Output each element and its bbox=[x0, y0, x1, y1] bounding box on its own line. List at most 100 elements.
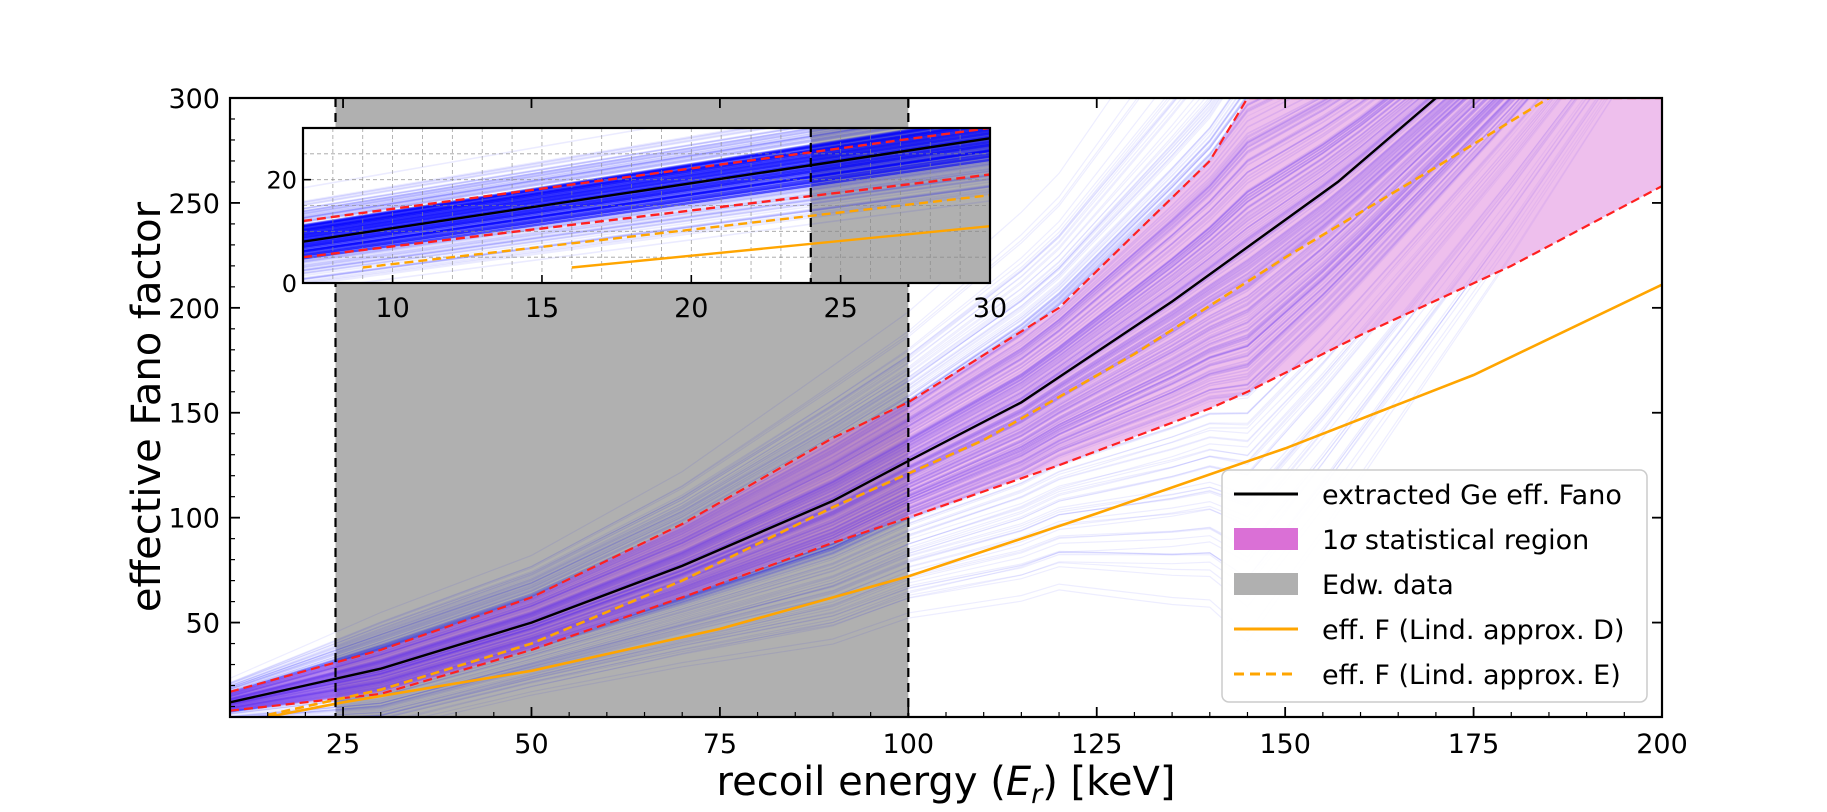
mc-curve bbox=[230, 98, 1545, 714]
mc-curve bbox=[381, 98, 1607, 717]
mc-curve bbox=[230, 98, 1498, 710]
inset-frame bbox=[301, 126, 992, 285]
mc-curve bbox=[230, 98, 1389, 699]
mc-curve bbox=[230, 98, 1426, 702]
mc-curve bbox=[303, 133, 990, 241]
mc-curve bbox=[230, 98, 1490, 709]
mc-curve bbox=[230, 98, 1166, 685]
mc-curve bbox=[230, 98, 1218, 692]
mc-curve bbox=[401, 98, 1599, 717]
mc-curve bbox=[303, 128, 754, 204]
mc-curve bbox=[420, 98, 1613, 717]
legend-label: eff. F (Lind. approx. E) bbox=[1322, 660, 1621, 691]
mc-curve bbox=[303, 128, 990, 236]
mc-curve bbox=[303, 128, 990, 235]
mc-curve bbox=[230, 98, 1469, 706]
mc-curve bbox=[230, 98, 1422, 702]
mc-curve bbox=[230, 98, 1469, 706]
mc-curve bbox=[303, 128, 800, 210]
mc-curve bbox=[303, 149, 990, 253]
mc-curve bbox=[230, 98, 1487, 707]
mc-curve bbox=[230, 98, 1139, 684]
mc-curve bbox=[230, 98, 1141, 684]
mc-curve bbox=[230, 98, 1483, 708]
mc-curve bbox=[230, 98, 1478, 708]
mc-curve bbox=[303, 128, 837, 215]
legend-label: Edw. data bbox=[1322, 570, 1454, 601]
mc-curve bbox=[230, 98, 1391, 700]
mc-curve bbox=[230, 98, 1216, 690]
mc-curve bbox=[230, 98, 1355, 697]
mc-curve bbox=[230, 98, 1217, 688]
legend-item-sigma-band: 1σ statistical region bbox=[1234, 525, 1589, 556]
mc-curve bbox=[230, 98, 1525, 712]
mc-curve bbox=[230, 98, 1397, 701]
mc-curve bbox=[230, 98, 1345, 696]
mc-curve bbox=[230, 98, 1487, 709]
mc-curve bbox=[266, 98, 1592, 717]
mc-curve bbox=[230, 98, 1512, 710]
mc-curve bbox=[303, 143, 990, 248]
mc-curve bbox=[230, 98, 1294, 696]
mc-curve bbox=[303, 142, 990, 247]
mc-curve bbox=[230, 98, 1449, 705]
mc-curve bbox=[230, 98, 1513, 712]
mc-curve bbox=[230, 98, 1518, 711]
mc-curve bbox=[303, 149, 990, 253]
inset-x-tick-label: 25 bbox=[823, 293, 857, 324]
x-tick-label: 125 bbox=[1071, 729, 1123, 760]
mc-curve bbox=[303, 150, 990, 253]
mc-curve bbox=[303, 128, 838, 215]
mc-curve bbox=[230, 98, 1477, 708]
mc-curve bbox=[230, 98, 1342, 697]
mc-curve bbox=[230, 98, 1391, 700]
mc-curve bbox=[303, 128, 755, 204]
mc-curve bbox=[230, 98, 1517, 713]
mc-curve bbox=[230, 98, 1497, 710]
mc-curve bbox=[234, 98, 1577, 717]
mc-curve bbox=[230, 98, 1503, 711]
mc-curve bbox=[303, 150, 990, 253]
mc-curve bbox=[230, 98, 1416, 702]
mc-curve bbox=[329, 98, 1601, 717]
mc-curve bbox=[230, 98, 1457, 706]
mc-curve bbox=[230, 98, 1386, 700]
legend-item-lind-d: eff. F (Lind. approx. D) bbox=[1234, 615, 1624, 646]
mc-curve bbox=[230, 98, 1339, 696]
mc-curve bbox=[230, 98, 1328, 697]
mc-curve bbox=[230, 98, 1512, 710]
mc-curve bbox=[321, 98, 1588, 717]
mc-curve bbox=[230, 98, 1395, 701]
mc-curve bbox=[230, 98, 1246, 693]
mc-curve bbox=[303, 128, 990, 235]
y-tick-label: 300 bbox=[168, 84, 220, 115]
mc-curve bbox=[230, 98, 1323, 696]
legend-label: 1σ statistical region bbox=[1322, 525, 1589, 556]
mc-curve bbox=[230, 98, 1212, 691]
mc-curve bbox=[244, 98, 1585, 717]
mc-curve bbox=[230, 98, 1223, 691]
mc-curve bbox=[230, 98, 1409, 701]
mc-curve bbox=[230, 98, 1448, 704]
mc-curve bbox=[230, 98, 1454, 705]
y-axis-label: effective Fano factor bbox=[124, 201, 170, 612]
mc-curve bbox=[230, 98, 1357, 697]
mc-curve bbox=[230, 98, 1507, 711]
legend-item-edw-data: Edw. data bbox=[1234, 570, 1454, 601]
mc-curve bbox=[303, 150, 990, 253]
mc-curve bbox=[230, 98, 1388, 700]
x-tick-label: 25 bbox=[326, 729, 360, 760]
mc-curve bbox=[230, 98, 1214, 688]
mc-curve bbox=[303, 149, 990, 253]
mc-curve bbox=[230, 98, 1362, 697]
mc-curve bbox=[230, 98, 1372, 699]
mc-curve bbox=[230, 98, 1278, 695]
mc-curve bbox=[303, 150, 990, 253]
lind-d-line bbox=[267, 283, 1662, 717]
mc-curve bbox=[406, 98, 1587, 717]
mc-curve bbox=[230, 98, 1449, 705]
legend-label: eff. F (Lind. approx. D) bbox=[1322, 615, 1624, 646]
mc-curve bbox=[230, 98, 1503, 711]
inset-lind-d-line bbox=[571, 225, 990, 269]
